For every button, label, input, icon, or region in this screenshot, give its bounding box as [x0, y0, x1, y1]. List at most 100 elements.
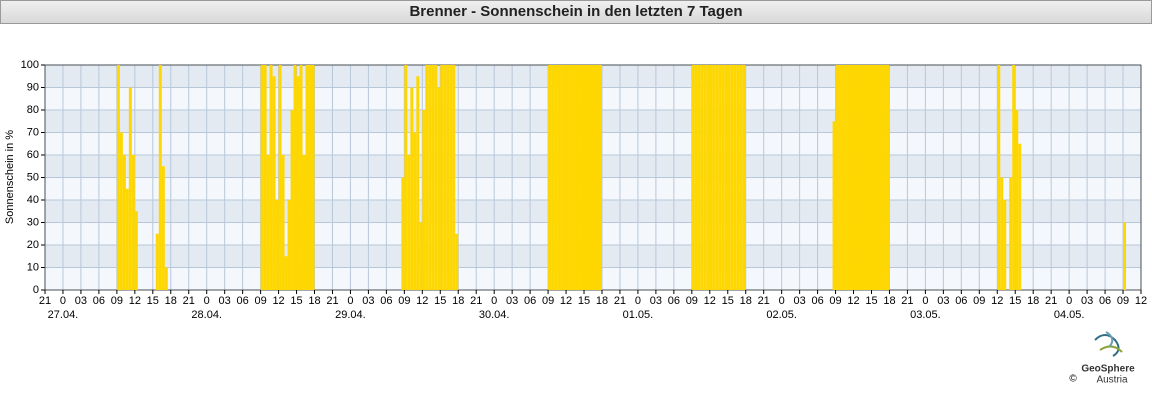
- bars: [116, 65, 1127, 290]
- x-tick-label: 15: [578, 295, 590, 307]
- logo-mark: [1105, 331, 1114, 347]
- bar: [131, 155, 135, 290]
- x-tick-label: 0: [347, 295, 353, 307]
- x-tick-label: 09: [111, 295, 123, 307]
- bar: [736, 65, 740, 290]
- bar: [305, 65, 309, 290]
- bar: [290, 110, 294, 290]
- y-tick-label: 60: [27, 149, 39, 161]
- bar: [1015, 110, 1019, 290]
- bar: [590, 65, 593, 290]
- bar: [856, 65, 860, 290]
- x-tick-label: 0: [60, 295, 66, 307]
- x-tick-label: 09: [398, 295, 410, 307]
- x-tick-label: 21: [614, 295, 626, 307]
- bar: [413, 132, 417, 290]
- bar: [452, 65, 456, 290]
- bar: [431, 65, 435, 290]
- copyright: ©: [1069, 374, 1077, 385]
- bar: [868, 65, 872, 290]
- bar: [593, 65, 596, 290]
- bar: [697, 65, 701, 290]
- bar: [446, 65, 450, 290]
- logo-name: GeoSphere: [1081, 364, 1135, 375]
- bar: [311, 65, 315, 290]
- date-label: 30.04.: [479, 309, 510, 321]
- x-tick-label: 0: [491, 295, 497, 307]
- bar: [865, 65, 869, 290]
- x-tick-label: 09: [973, 295, 985, 307]
- bar: [407, 155, 411, 290]
- bar: [1000, 177, 1004, 290]
- x-tick-label: 06: [668, 295, 680, 307]
- bar: [293, 65, 297, 290]
- bar: [841, 65, 845, 290]
- bar: [416, 76, 420, 290]
- x-tick-label: 06: [955, 295, 967, 307]
- bar: [871, 65, 875, 290]
- chart-title: Brenner - Sonnenschein in den letzten 7 …: [0, 0, 1152, 24]
- bar: [449, 65, 453, 290]
- bar: [116, 65, 120, 290]
- x-tick-label: 03: [75, 295, 87, 307]
- bar: [850, 65, 854, 290]
- x-tick-label: 18: [596, 295, 608, 307]
- bar: [560, 65, 564, 290]
- x-tick-label: 18: [165, 295, 177, 307]
- bar: [428, 65, 432, 290]
- bar: [572, 65, 576, 290]
- x-tick-label: 03: [937, 295, 949, 307]
- date-label: 04.05.: [1054, 309, 1085, 321]
- bar: [1012, 65, 1016, 290]
- bar: [404, 65, 408, 290]
- bar: [847, 65, 851, 290]
- x-tick-label: 09: [829, 295, 841, 307]
- bar: [161, 166, 165, 290]
- bar: [455, 233, 459, 290]
- date-label: 03.05.: [910, 309, 941, 321]
- x-tick-label: 15: [147, 295, 159, 307]
- bar: [287, 200, 291, 290]
- bar: [718, 65, 722, 290]
- x-tick-label: 12: [560, 295, 572, 307]
- bar: [853, 65, 857, 290]
- y-tick-label: 90: [27, 81, 39, 93]
- bar: [859, 65, 863, 290]
- date-label: 01.05.: [623, 309, 654, 321]
- bar: [742, 65, 746, 290]
- x-tick-label: 06: [380, 295, 392, 307]
- bar: [119, 132, 123, 290]
- bar: [721, 65, 725, 290]
- x-tick-label: 09: [686, 295, 698, 307]
- x-tick-label: 18: [1027, 295, 1039, 307]
- bar: [296, 76, 300, 290]
- bar: [425, 65, 429, 290]
- bar: [278, 65, 282, 290]
- bar: [263, 65, 267, 290]
- bar: [862, 65, 866, 290]
- x-tick-label: 21: [39, 295, 51, 307]
- x-tick-label: 0: [1066, 295, 1072, 307]
- logo-sub: Austria: [1096, 375, 1128, 386]
- y-tick-label: 40: [27, 194, 39, 206]
- bar: [275, 200, 279, 290]
- bar: [260, 65, 264, 290]
- bar: [308, 65, 312, 290]
- bar: [563, 65, 567, 290]
- bar: [551, 65, 555, 290]
- bar: [595, 65, 599, 290]
- x-tick-label: 21: [326, 295, 338, 307]
- date-label: 28.04.: [191, 309, 222, 321]
- bar: [437, 87, 441, 290]
- bar: [419, 222, 423, 290]
- x-tick-label: 0: [779, 295, 785, 307]
- x-tick-label: 15: [865, 295, 877, 307]
- logo: [1094, 331, 1123, 357]
- x-tick-label: 12: [416, 295, 428, 307]
- x-tick-label: 06: [237, 295, 249, 307]
- x-tick-label: 0: [922, 295, 928, 307]
- bar: [434, 65, 438, 290]
- bar: [284, 256, 288, 290]
